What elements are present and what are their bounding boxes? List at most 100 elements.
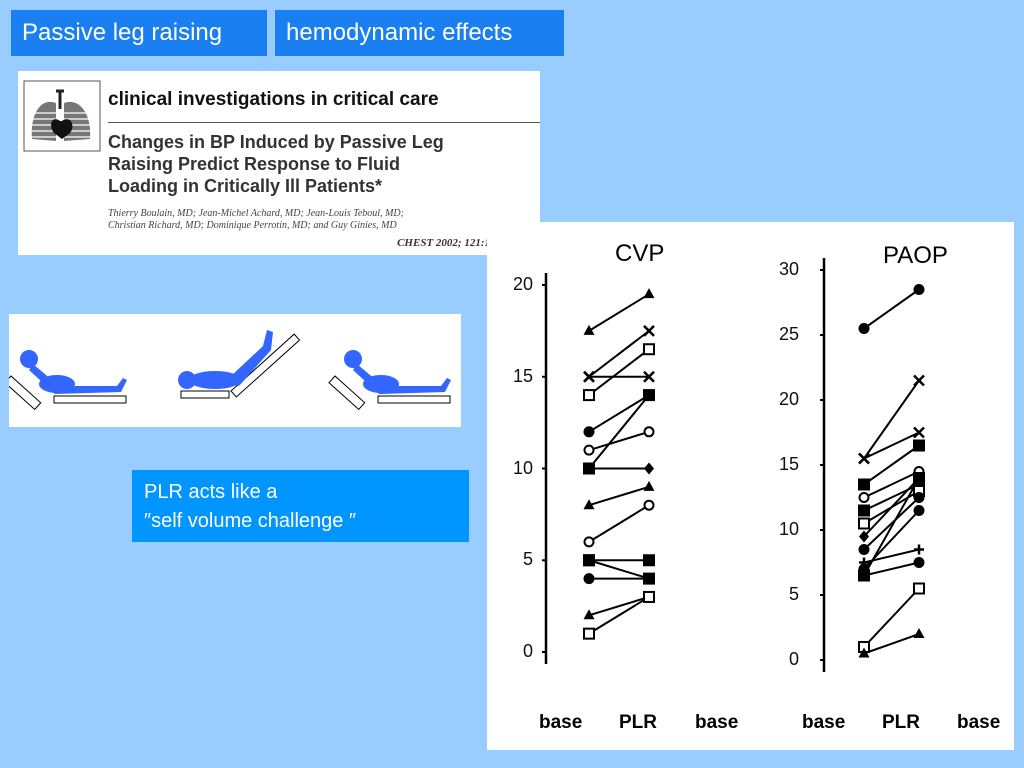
paop-y-tick-label: 10 bbox=[778, 519, 799, 539]
cvp-plr-point-0 bbox=[643, 288, 655, 299]
note-line-2: ″self volume challenge ″ bbox=[144, 510, 357, 532]
paop-xlabel-plr: PLR bbox=[882, 712, 920, 733]
passive-leg-raising-position-figure bbox=[178, 330, 301, 399]
paop-y-tick-label: 25 bbox=[778, 324, 799, 344]
title-tag-passive-leg-raising: Passive leg raising bbox=[11, 10, 267, 56]
paop-series-line-8 bbox=[863, 496, 920, 551]
cvp-plr-point-10 bbox=[643, 554, 655, 567]
paop-series-line-2 bbox=[863, 431, 920, 460]
paop-series-line-13 bbox=[863, 587, 920, 648]
paop-plr-point-11 bbox=[913, 557, 925, 568]
journal-section-name: clinical investigations in critical care bbox=[108, 89, 439, 110]
paop-series-line-7 bbox=[863, 477, 920, 538]
paop-series-line-0 bbox=[863, 288, 920, 330]
paop-base-point-2 bbox=[858, 452, 870, 465]
paop-series-line-1 bbox=[863, 379, 920, 460]
cvp-series-line-0 bbox=[588, 293, 650, 332]
cvp-y-tick-label: 0 bbox=[522, 641, 533, 661]
cvp-plr-point-7 bbox=[644, 462, 654, 475]
cvp-series-line-11 bbox=[588, 559, 650, 580]
paop-plr-point-13 bbox=[913, 582, 925, 595]
paop-plr-point-2 bbox=[913, 426, 925, 439]
paop-plr-point-0 bbox=[913, 284, 925, 295]
paper-title: Changes in BP Induced by Passive Leg Rai… bbox=[108, 132, 444, 196]
paop-plr-point-10 bbox=[914, 544, 924, 555]
paop-panel-title: PAOP bbox=[883, 242, 948, 269]
cvp-y-tick-label: 5 bbox=[522, 549, 533, 570]
paop-y-tick-label: 20 bbox=[778, 389, 799, 409]
cvp-plr-point-9 bbox=[643, 499, 655, 511]
paop-plr-point-14 bbox=[913, 628, 925, 638]
cvp-plr-point-12 bbox=[643, 573, 655, 585]
cvp-series-line-9 bbox=[588, 504, 650, 543]
semi-recumbent-position-figure-after bbox=[328, 350, 451, 411]
paop-base-point-8 bbox=[858, 544, 870, 555]
paop-base-point-4 bbox=[858, 492, 870, 503]
paper-header-image: clinical investigations in critical care… bbox=[18, 71, 540, 255]
paop-series-line-3 bbox=[863, 444, 920, 486]
paop-base-point-6 bbox=[858, 517, 870, 530]
paop-y-tick-label: 0 bbox=[788, 649, 799, 669]
cvp-y-tick-label: 10 bbox=[512, 457, 533, 478]
paop-plr-point-3 bbox=[913, 439, 925, 452]
note-line-1: PLR acts like a bbox=[144, 481, 278, 503]
paper-authors: Thierry Boulain, MD; Jean-Michel Achard,… bbox=[108, 208, 404, 231]
cvp-plr-point-3 bbox=[643, 370, 655, 383]
plr-note-box: PLR acts like a ″self volume challenge ″ bbox=[132, 470, 469, 542]
paop-plr-point-9 bbox=[913, 505, 925, 516]
cvp-base-point-2 bbox=[583, 389, 595, 402]
paop-base-point-14 bbox=[858, 647, 870, 658]
paop-series-line-14 bbox=[863, 633, 920, 655]
paop-series-line-12 bbox=[863, 477, 920, 576]
cvp-base-point-7 bbox=[584, 462, 594, 475]
cvp-plr-point-5 bbox=[643, 426, 655, 438]
cvp-plr-point-6 bbox=[643, 389, 655, 402]
cvp-xlabel-plr: PLR bbox=[619, 712, 657, 733]
cvp-series-line-1 bbox=[588, 330, 650, 378]
cvp-series-line-2 bbox=[588, 348, 650, 396]
cvp-series-line-4 bbox=[588, 394, 650, 433]
cvp-y-tick-label: 20 bbox=[512, 274, 533, 294]
cvp-series-line-6 bbox=[588, 394, 650, 470]
paop-base-point-3 bbox=[858, 478, 870, 491]
cvp-plr-point-1 bbox=[643, 324, 655, 337]
cvp-xlabel-base-2: base bbox=[695, 712, 739, 733]
cvp-base-point-5 bbox=[583, 444, 595, 456]
paop-plr-point-1 bbox=[913, 374, 925, 387]
cvp-base-point-0 bbox=[583, 324, 595, 335]
paop-base-point-0 bbox=[858, 323, 870, 334]
paop-y-tick-label: 15 bbox=[778, 454, 799, 474]
semi-recumbent-position-figure bbox=[4, 350, 127, 411]
cvp-base-point-13 bbox=[583, 609, 595, 620]
paop-base-point-5 bbox=[858, 504, 870, 517]
cvp-plr-point-2 bbox=[643, 343, 655, 356]
cvp-y-tick-label: 15 bbox=[512, 365, 533, 386]
cvp-base-point-4 bbox=[583, 426, 595, 438]
paop-xlabel-base-2: base bbox=[957, 712, 1001, 733]
cvp-series-line-8 bbox=[588, 485, 650, 507]
paop-plr-point-8 bbox=[913, 492, 925, 503]
header-divider bbox=[108, 122, 540, 123]
title-tag-hemodynamic-effects: hemodynamic effects bbox=[275, 10, 564, 56]
paop-base-point-10 bbox=[859, 557, 869, 568]
cvp-plr-point-8 bbox=[643, 480, 655, 491]
cvp-base-point-3 bbox=[583, 370, 595, 383]
paop-plr-point-12 bbox=[913, 472, 925, 484]
cvp-series-line-14 bbox=[588, 596, 650, 635]
paop-series-line-4 bbox=[863, 470, 920, 499]
lungs-logo-icon bbox=[23, 80, 101, 152]
paop-xlabel-base-1: base bbox=[802, 712, 846, 733]
cvp-plr-point-14 bbox=[643, 590, 655, 603]
paop-y-tick-label: 5 bbox=[788, 584, 799, 604]
cvp-panel-title: CVP bbox=[615, 240, 665, 267]
cvp-paop-chart: CVP PAOP 0 5 10 15 20 0 5 10 15 20 25 30 base PLR b… bbox=[487, 222, 1014, 750]
cvp-base-point-9 bbox=[583, 536, 595, 548]
cvp-base-point-11 bbox=[583, 554, 595, 567]
cvp-base-point-8 bbox=[583, 499, 595, 510]
patient-positions-diagram bbox=[4, 314, 461, 427]
paop-base-point-12 bbox=[858, 569, 870, 582]
cvp-series-line-5 bbox=[588, 430, 650, 452]
paop-y-tick-label: 30 bbox=[778, 259, 799, 279]
paop-base-point-7 bbox=[859, 530, 869, 543]
paop-series-line-11 bbox=[863, 561, 920, 577]
